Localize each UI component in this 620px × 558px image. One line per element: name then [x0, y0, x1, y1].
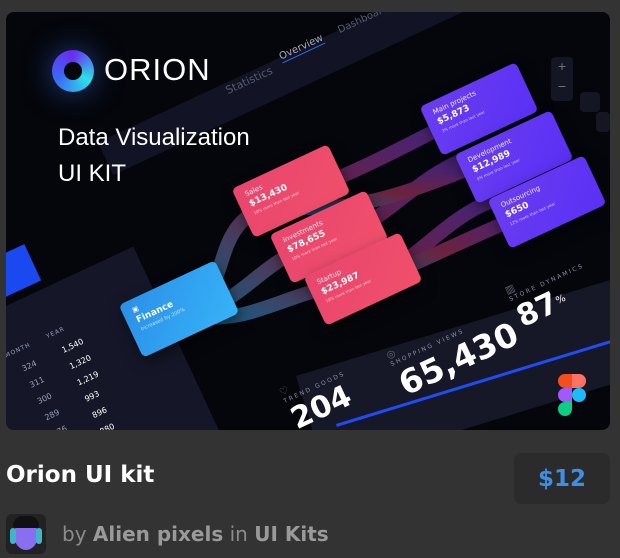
headline-line-2: UI KIT — [58, 160, 127, 187]
branch-icon — [596, 112, 610, 132]
figma-icon — [558, 374, 586, 416]
product-title[interactable]: Orion UI kit — [6, 462, 155, 488]
orion-logo-icon — [52, 50, 94, 92]
headline: Data Visualization UI KIT — [58, 120, 250, 192]
by-text: by — [62, 522, 87, 546]
in-text: in — [229, 522, 248, 546]
clock-icon — [580, 92, 600, 112]
byline: by Alien pixels in UI Kits — [62, 522, 329, 546]
category-link[interactable]: UI Kits — [254, 522, 329, 546]
product-preview-image[interactable]: Statistics Overview Dashboard + − ORION D… — [6, 12, 610, 430]
logo-text: ORION — [104, 52, 211, 87]
author-link[interactable]: Alien pixels — [92, 522, 224, 546]
zoom-controls: + − — [551, 57, 573, 101]
headline-line-1: Data Visualization — [58, 124, 250, 151]
price-button[interactable]: $12 — [514, 453, 610, 504]
author-avatar[interactable] — [6, 514, 46, 554]
